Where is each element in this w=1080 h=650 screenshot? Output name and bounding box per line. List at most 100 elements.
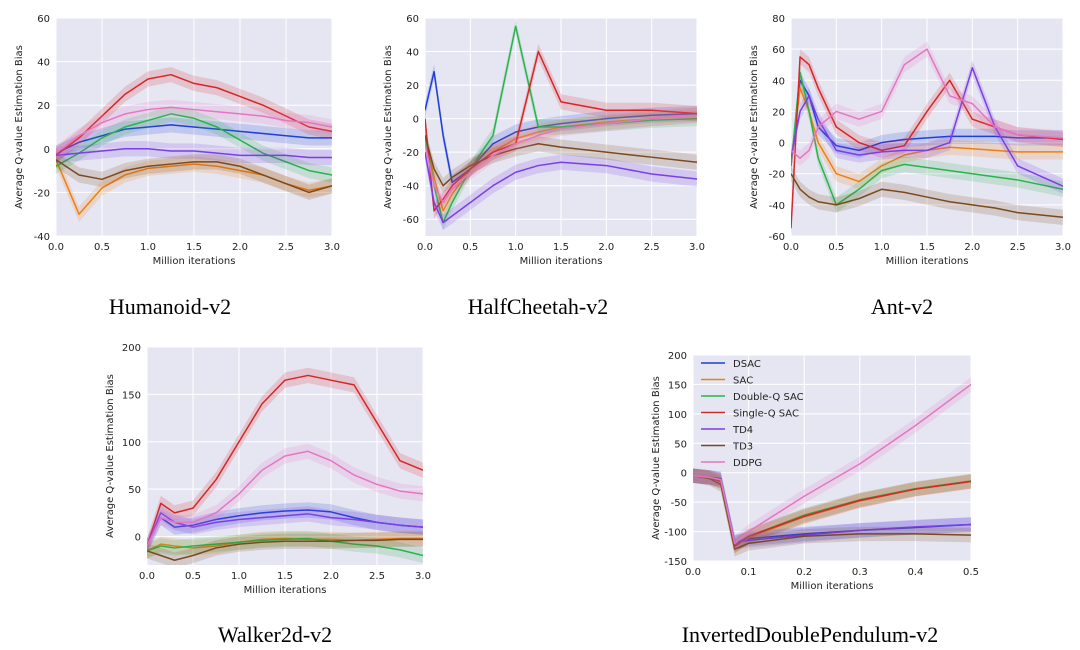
y-tick-label: 40 [37,58,50,69]
series-line-sac [425,114,697,212]
x-axis-label: Million iterations [153,256,236,267]
x-tick-label: 0.2 [796,567,812,578]
legend-entry-sac: SAC [733,376,753,387]
y-tick-label: -40 [34,232,50,243]
y-tick-label: 20 [406,81,419,92]
y-tick-label: -100 [664,528,687,539]
x-tick-label: 0.0 [685,567,701,578]
x-tick-label: 1.0 [231,571,247,582]
y-axis-label: Average Q-value Estimation Bias [749,45,760,209]
x-tick-label: 3.0 [689,242,705,253]
x-tick-label: 1.0 [140,242,156,253]
x-tick-label: 0.1 [741,567,757,578]
x-tick-label: 1.5 [186,242,202,253]
caption-humanoid: Humanoid-v2 [109,294,231,319]
x-tick-label: 0.3 [852,567,868,578]
legend-entry-td4: TD4 [732,425,753,436]
series-line-ddpg [56,106,332,154]
x-tick-label: 0.5 [94,242,110,253]
series-line-single-q-sac [147,374,423,547]
band-td3 [56,152,332,201]
series-line-double-q-sac [791,71,1063,206]
x-tick-label: 3.0 [1055,242,1071,253]
y-tick-label: 0 [135,533,141,544]
x-tick-label: 0.0 [48,242,64,253]
series-line-td4 [791,67,1063,187]
series-line-ddpg [693,383,971,545]
series-line-dsac [56,124,332,154]
x-tick-label: 2.0 [323,571,339,582]
y-tick-label: 150 [122,390,141,401]
y-tick-label: -60 [403,215,419,226]
y-tick-label: 40 [406,48,419,59]
x-axis-label: Million iterations [791,581,874,592]
series-line-td3 [791,173,1063,219]
series-line-ddpg [791,48,1063,159]
x-tick-label: 3.0 [415,571,431,582]
x-tick-label: 2.0 [964,242,980,253]
series-line-sac [147,537,423,552]
y-tick-label: 40 [772,76,785,87]
series-line-td3 [147,538,423,562]
x-tick-label: 0.0 [783,242,799,253]
x-tick-label: 1.5 [277,571,293,582]
x-tick-label: 2.0 [598,242,614,253]
y-tick-label: 20 [37,101,50,112]
band-double-q-sac [425,18,697,231]
y-tick-label: 0 [413,115,419,126]
y-tick-label: -20 [34,188,50,199]
y-tick-label: -40 [769,201,785,212]
series-line-td4 [56,148,332,159]
x-tick-label: 0.5 [462,242,478,253]
x-tick-label: 2.0 [232,242,248,253]
y-tick-label: 100 [668,410,687,421]
band-double-q-sac [147,530,423,564]
x-tick-label: 2.5 [278,242,294,253]
y-axis-label: Average Q-value Estimation Bias [651,376,662,540]
panel-ant: 0.0 0.5 1.0 1.5 2.0 2.5 3.0 -60 -40 -20 0 20 40 60 80 M… [749,14,1071,267]
series-line-double-q-sac [56,113,332,176]
x-tick-label: 0.0 [139,571,155,582]
y-tick-label: -50 [671,498,687,509]
legend-entry-td3: TD3 [732,442,753,453]
series-line-ddpg [425,114,697,204]
series-line-single-q-sac [56,73,332,156]
y-tick-label: 50 [674,439,687,450]
series-line-td4 [425,152,697,224]
y-tick-label: 150 [668,380,687,391]
y-tick-label: -20 [769,170,785,181]
y-tick-label: -60 [769,232,785,243]
y-tick-label: 50 [128,485,141,496]
band-dsac [147,502,423,554]
y-axis-label: Average Q-value Estimation Bias [14,45,25,209]
band-td4 [425,144,697,231]
series-line-dsac [425,70,697,184]
x-tick-label: 0.0 [417,242,433,253]
x-axis-label: Million iterations [886,256,969,267]
panel-inverted-double-pendulum: 0.0 0.1 0.2 0.3 0.4 0.5 -150 -100 -50 0 50 100 150 20… [651,351,979,592]
band-td4 [791,60,1063,194]
y-tick-label: -150 [664,557,687,568]
series-line-ddpg [147,450,423,547]
x-tick-label: 2.5 [644,242,660,253]
y-tick-label: 80 [772,14,785,25]
band-sac [56,152,332,222]
x-tick-label: 0.5 [185,571,201,582]
band-td4 [147,505,423,554]
y-tick-label: 20 [772,107,785,118]
x-tick-label: 3.0 [324,242,340,253]
y-tick-label: 100 [122,438,141,449]
band-td3 [425,127,697,194]
legend-entry-double-q-sac: Double-Q SAC [733,392,804,403]
band-td4 [693,468,971,550]
x-tick-label: 2.5 [369,571,385,582]
y-tick-label: 0 [681,469,687,480]
series-line-double-q-sac [147,537,423,557]
x-tick-label: 2.5 [1010,242,1026,253]
y-tick-label: 0 [44,145,50,156]
band-single-q-sac [693,468,971,554]
band-double-q-sac [791,64,1063,213]
x-axis-label: Million iterations [520,256,603,267]
panel-halfcheetah: 0.0 0.5 1.0 1.5 2.0 2.5 3.0 -60 -40 -20 0 20 40 60 Mil… [383,14,705,267]
